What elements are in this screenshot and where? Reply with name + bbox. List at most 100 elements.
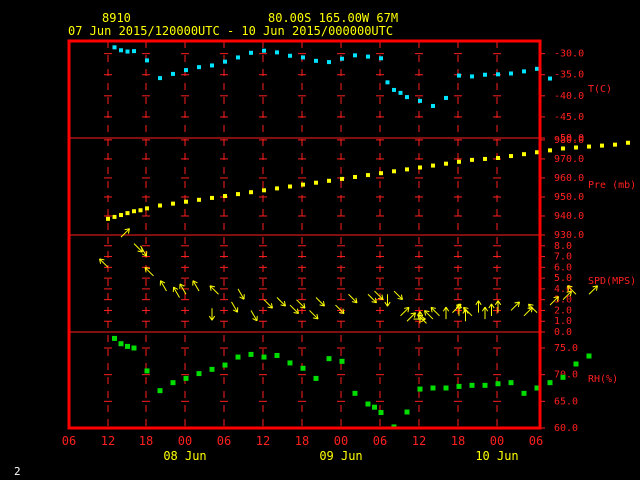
humidity-point (404, 409, 410, 415)
wind-arrow (393, 290, 403, 301)
wind-arrow-head (463, 307, 466, 313)
x-tick-label: 06 (529, 434, 543, 448)
wind-arrow (296, 299, 306, 309)
wind-arrow-head (430, 306, 437, 309)
temperature-point (171, 71, 175, 76)
x-tick-label: 12 (256, 434, 270, 448)
humidity-point (125, 343, 130, 349)
humidity-point (482, 382, 488, 388)
wind-arrow (179, 283, 187, 295)
pressure-point (145, 206, 149, 211)
wind-arrow-head (528, 303, 534, 306)
wind-arrow (250, 310, 258, 322)
humidity-point (326, 356, 332, 362)
humidity-point (495, 381, 501, 387)
humidity-point (261, 354, 267, 360)
pressure-point (613, 142, 617, 147)
temperature-point (392, 87, 396, 92)
temperature-point (132, 49, 136, 54)
pressure-point (106, 216, 110, 221)
wind-arrow-head (567, 285, 570, 291)
wind-arrow-head (377, 297, 384, 301)
pressure-point (112, 214, 117, 219)
pressure-point (548, 148, 552, 153)
wind-arrow-head (403, 306, 410, 309)
y-tick-label: 0.0 (554, 327, 572, 338)
pressure-point (210, 195, 214, 200)
y-tick-label: 65.0 (554, 396, 578, 407)
wind-arrow (367, 293, 377, 304)
wind-arrow (159, 280, 167, 292)
wind-arrow-head (514, 301, 520, 304)
wind-arrow-head (296, 308, 299, 314)
humidity-point (313, 375, 319, 381)
wind-arrow-head (478, 300, 482, 306)
wind-arrow (475, 300, 482, 313)
humidity-point (222, 362, 228, 368)
wind-arrow-shaft (231, 301, 238, 313)
wind-arrow (140, 245, 148, 257)
pressure-point (171, 201, 175, 206)
plot-area: -30.0 -35.0 -40.0 -45.0 -50.0 T(C) 980.0 970.0 9… (62, 39, 636, 463)
x-tick-label: 00 (490, 434, 504, 448)
x-tick-label: 18 (139, 434, 153, 448)
wind-arrow-head (141, 253, 147, 257)
wind-arrow-head (127, 228, 130, 234)
wind-arrow-head (351, 301, 358, 304)
temperature-point (288, 53, 292, 58)
x-date-label: 08 Jun (163, 449, 206, 463)
pressure-point (184, 199, 188, 204)
wind-arrow (406, 312, 416, 322)
wind-arrow (455, 303, 463, 316)
y-tick-label: 6.0 (554, 262, 572, 273)
wind-arrow (335, 304, 345, 315)
y-tick-label: 2.0 (554, 305, 572, 316)
wind-arrow (562, 290, 572, 301)
temperature-point (262, 48, 266, 53)
wind-arrow-head (338, 311, 345, 315)
humidity-point (430, 385, 436, 391)
wind-arrow (237, 288, 245, 300)
wind-arrow (263, 299, 273, 309)
wind-arrow-head (528, 304, 531, 310)
wind-arrow-head (280, 304, 286, 307)
temperature-point (112, 45, 117, 50)
temperature-point (535, 66, 539, 71)
y-tick-label: 70.0 (554, 370, 578, 381)
x-tick-label: 00 (178, 434, 192, 448)
temperature-point (327, 60, 331, 65)
wind-arrow-head (424, 310, 430, 313)
humidity-point (456, 383, 462, 389)
humidity-point (248, 351, 254, 357)
wind-arrow-head (494, 300, 499, 306)
y-tick-label: 960.0 (554, 173, 584, 184)
wind-arrow-shaft (179, 283, 187, 295)
wind-arrow-shaft (463, 306, 473, 317)
wind-arrow-head (553, 296, 559, 299)
wind-arrow (417, 314, 427, 324)
wind-arrow-head (387, 301, 391, 307)
wind-arrow-head (595, 285, 598, 291)
temperature-point (119, 48, 123, 53)
wind-arrow-head (160, 280, 166, 284)
wind-arrow-head (381, 294, 384, 300)
wind-arrow-head (417, 314, 420, 320)
humidity-point (118, 341, 124, 347)
wind-arrow-shaft (289, 304, 299, 314)
wind-arrow-head (252, 318, 258, 322)
y-tick-label: 7.0 (554, 252, 572, 263)
pressure-point (535, 150, 539, 155)
pressure-point (626, 140, 630, 145)
temperature-point (418, 98, 422, 103)
temperature-point (249, 50, 253, 55)
x-tick-label: 18 (295, 434, 309, 448)
humidity-point (417, 386, 423, 392)
pressure-point (587, 144, 591, 149)
humidity-point (131, 345, 137, 351)
pressure-point (483, 156, 487, 161)
wind-arrow-shaft (133, 243, 143, 253)
y-tick-label: 8.0 (554, 241, 572, 252)
humidity-point (170, 380, 176, 386)
wind-arrow-shaft (374, 290, 384, 300)
wind-arrow-head (475, 300, 479, 306)
